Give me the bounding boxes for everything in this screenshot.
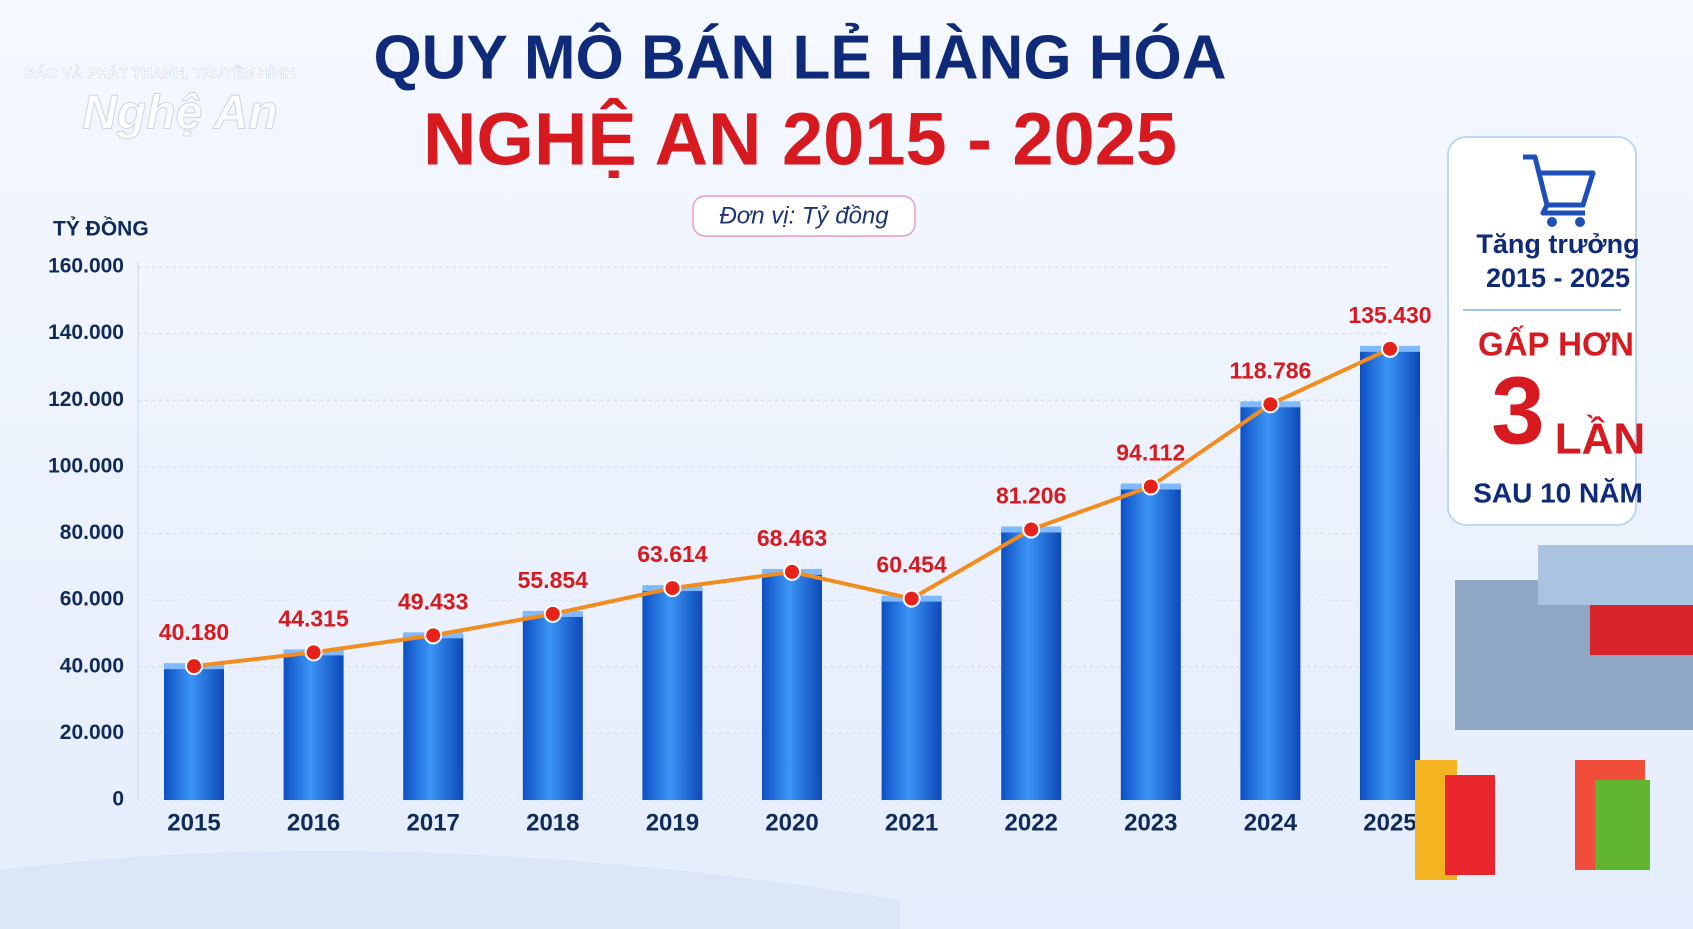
panel-heading: Tăng trưởng <box>1476 229 1639 259</box>
store-illustration <box>1415 545 1693 880</box>
bag <box>1595 780 1650 870</box>
y-tick-label: 60.000 <box>60 588 124 611</box>
marker <box>424 626 443 645</box>
bar <box>881 598 942 800</box>
marker <box>1381 339 1399 358</box>
x-tick-label: 2023 <box>1124 809 1177 836</box>
value-label: 55.854 <box>518 567 589 593</box>
value-label: 40.180 <box>159 619 229 645</box>
x-tick-label: 2022 <box>1005 809 1058 836</box>
bar <box>1360 348 1420 800</box>
panel-heading: 2015 - 2025 <box>1486 263 1630 293</box>
side-panel: Tăng trưởng 2015 - 2025 GẤP HƠN 3 LẦN SA… <box>1447 136 1645 526</box>
y-tick-label: 140.000 <box>48 321 124 344</box>
marker <box>902 589 921 608</box>
bar <box>1120 486 1181 800</box>
bar <box>403 635 464 800</box>
panel-line: GẤP HƠN <box>1478 326 1634 363</box>
panel-big-unit: LẦN <box>1555 414 1645 464</box>
x-tick-label: 2024 <box>1244 809 1298 836</box>
x-tick-label: 2020 <box>765 809 818 836</box>
marker <box>1261 395 1280 414</box>
y-axis-label: TỶ ĐỒNG <box>53 217 149 241</box>
cart-wheel <box>1547 217 1557 227</box>
y-tick-label: 0 <box>112 788 124 811</box>
panel-box <box>1447 136 1637 526</box>
y-tick-label: 160.000 <box>48 255 124 278</box>
bar <box>762 571 822 800</box>
cart-icon <box>1523 154 1596 216</box>
logo-top: BÁO VÀ PHÁT THANH, TRUYỀN HÌNH <box>25 65 296 82</box>
value-label: 44.315 <box>278 605 349 631</box>
marker <box>185 657 203 676</box>
marker <box>1022 520 1041 539</box>
bar <box>164 666 224 800</box>
panel-line: SAU 10 NĂM <box>1473 477 1643 508</box>
value-label: 60.454 <box>876 552 947 578</box>
value-label: 63.614 <box>637 541 708 567</box>
x-tick-label: 2019 <box>646 809 699 836</box>
bar <box>642 588 703 800</box>
unit-badge <box>692 195 916 237</box>
panel-big: 3 <box>1491 357 1544 464</box>
bar <box>1240 404 1301 800</box>
x-tick-label: 2018 <box>526 809 579 836</box>
cart-wheel <box>1575 217 1585 227</box>
value-label: 49.433 <box>398 588 468 614</box>
y-tick-label: 100.000 <box>48 454 124 477</box>
bar <box>522 613 583 800</box>
wave <box>0 850 900 929</box>
marker <box>543 604 562 623</box>
y-tick-label: 120.000 <box>48 388 124 411</box>
marker <box>304 643 323 662</box>
bar <box>283 652 344 800</box>
marker <box>1141 477 1160 496</box>
store-sign <box>1590 605 1693 655</box>
value-label: 94.112 <box>1116 440 1185 466</box>
marker <box>783 562 801 581</box>
x-tick-label: 2016 <box>287 809 340 836</box>
y-tick-label: 20.000 <box>60 721 124 744</box>
x-tick-label: 2021 <box>885 809 938 836</box>
x-tick-label: 2025 <box>1363 809 1416 836</box>
value-label: 68.463 <box>757 525 827 551</box>
marker <box>663 579 682 598</box>
x-tick-label: 2017 <box>407 809 460 836</box>
chart-title: QUY MÔ BÁN LẺ HÀNG HÓA <box>373 23 1226 92</box>
plot: 0 20.000 40.000 60.000 80.000 100.000 120.000 1… <box>48 255 1431 837</box>
x-tick-label: 2015 <box>167 809 220 836</box>
bar <box>1001 529 1062 800</box>
value-label: 81.206 <box>996 483 1066 509</box>
building-glass <box>1538 545 1693 605</box>
y-tick-label: 80.000 <box>60 521 124 544</box>
bag <box>1445 775 1495 875</box>
logo-name: Nghệ An <box>82 87 278 140</box>
value-label: 118.786 <box>1229 357 1311 383</box>
value-label: 135.430 <box>1348 302 1431 328</box>
unit-note: Đơn vị: Tỷ đồng <box>719 202 889 229</box>
chart-subtitle: NGHỆ AN 2015 - 2025 <box>423 98 1177 181</box>
y-tick-label: 40.000 <box>60 654 124 677</box>
